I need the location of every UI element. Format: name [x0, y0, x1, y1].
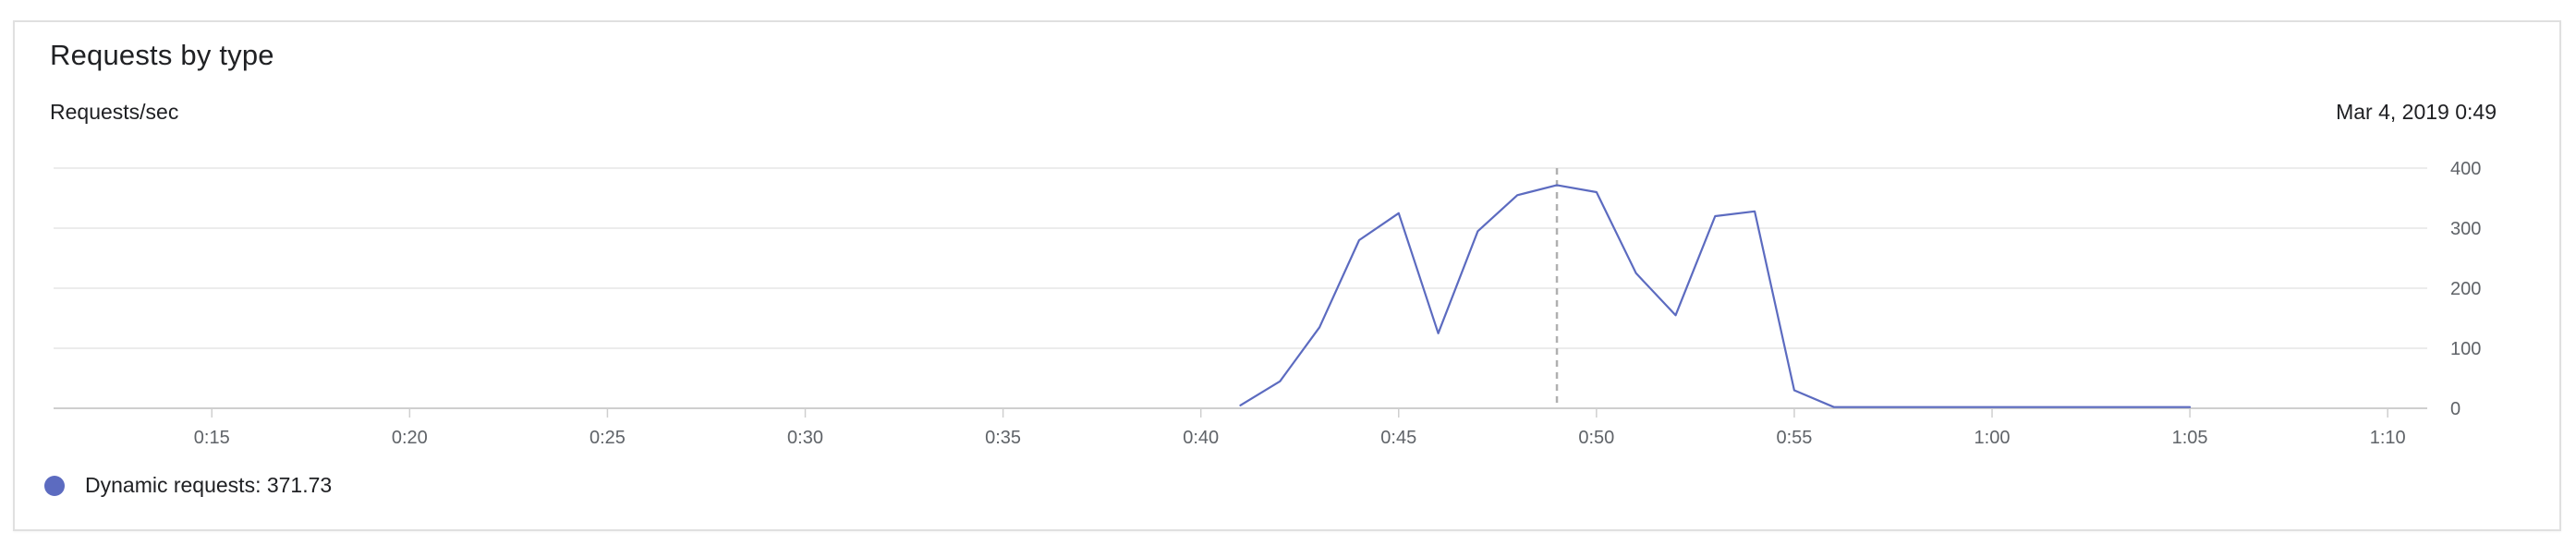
y-tick-label: 100: [2450, 339, 2481, 359]
line-chart[interactable]: 0 100 200 300 400 0:15 0:20 0:25 0:30 0:35 0:40 0:4…: [15, 22, 2559, 529]
x-tick-label: 0:30: [787, 428, 823, 448]
legend-marker-icon: [44, 475, 65, 496]
chart-title: Requests by type: [50, 39, 274, 71]
y-tick-label: 200: [2450, 279, 2481, 299]
x-tick-label: 0:45: [1380, 428, 1416, 448]
x-tick-label: 1:00: [1975, 428, 2011, 448]
x-tick-label: 0:25: [589, 428, 626, 448]
y-tick-label: 0: [2450, 399, 2461, 419]
requests-chart-card: Requests by type Requests/sec Mar 4, 201…: [13, 20, 2561, 531]
legend-item-dynamic-requests[interactable]: Dynamic requests: 371.73: [44, 473, 332, 498]
x-tick-label: 0:40: [1183, 428, 1219, 448]
y-unit-label: Requests/sec: [50, 100, 179, 124]
series-line-dynamic-requests: [1239, 184, 2192, 408]
x-tick-label: 1:05: [2172, 428, 2208, 448]
legend-label: Dynamic requests: 371.73: [85, 473, 333, 497]
x-tick-label: 1:10: [2370, 428, 2406, 448]
hover-timestamp: Mar 4, 2019 0:49: [2336, 100, 2497, 124]
y-tick-label: 400: [2450, 159, 2481, 179]
x-tick-label: 0:55: [1776, 428, 1812, 448]
x-tick-label: 0:15: [194, 428, 230, 448]
y-tick-label: 300: [2450, 219, 2481, 239]
x-tick-label: 0:35: [985, 428, 1021, 448]
x-tick-label: 0:50: [1578, 428, 1614, 448]
x-tick-label: 0:20: [392, 428, 428, 448]
